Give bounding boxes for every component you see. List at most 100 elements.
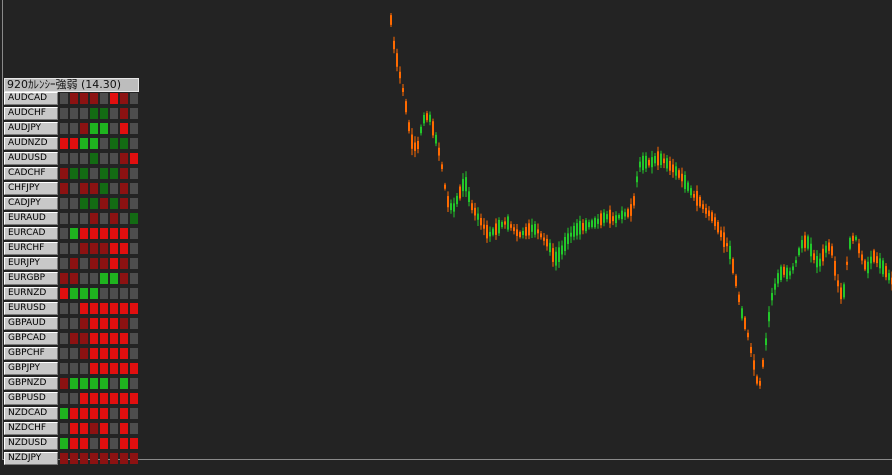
candle-body: [870, 256, 872, 264]
strength-cell: [90, 318, 98, 329]
strength-cell: [130, 123, 138, 134]
strength-cell: [90, 243, 98, 254]
pair-label[interactable]: GBPNZD: [4, 377, 58, 390]
strength-cell: [120, 228, 128, 239]
strength-cell: [80, 318, 88, 329]
pair-label[interactable]: AUDCAD: [4, 92, 58, 105]
pair-label[interactable]: GBPAUD: [4, 317, 58, 330]
candle-body: [549, 242, 551, 253]
strength-cell: [120, 438, 128, 449]
pair-label[interactable]: CADCHF: [4, 167, 58, 180]
strength-cell: [60, 198, 68, 209]
strength-cell: [100, 168, 108, 179]
candle-body: [873, 250, 875, 262]
candle-body: [795, 260, 797, 264]
candle-body: [474, 207, 476, 216]
pair-label[interactable]: AUDUSD: [4, 152, 58, 165]
candle-body: [618, 215, 620, 219]
pair-label[interactable]: GBPJPY: [4, 362, 58, 375]
pair-label[interactable]: EURAUD: [4, 212, 58, 225]
candle-body: [558, 247, 560, 262]
candle-body: [804, 235, 806, 248]
strength-cell: [120, 348, 128, 359]
candle-body: [693, 194, 695, 198]
candle-body: [864, 260, 866, 270]
candle-body: [783, 266, 785, 275]
candle-body: [450, 203, 452, 211]
candle-body: [498, 219, 500, 234]
strength-cell: [70, 408, 78, 419]
candle-body: [516, 229, 518, 236]
strength-cell: [110, 393, 118, 404]
pair-label[interactable]: NZDCAD: [4, 407, 58, 420]
currency-strength-panel[interactable]: 920ｶﾚﾝｼｰ強弱 (14.30) AUDCAD AUDCHF AUDJPY AUD…: [4, 78, 139, 465]
strength-cell: [80, 138, 88, 149]
candle-body: [480, 218, 482, 226]
strength-cell: [80, 123, 88, 134]
pair-label[interactable]: EURUSD: [4, 302, 58, 315]
pair-label[interactable]: NZDUSD: [4, 437, 58, 450]
candle-body: [420, 126, 422, 134]
candle-body: [609, 209, 611, 224]
strength-cell: [80, 93, 88, 104]
strength-cell: [130, 168, 138, 179]
pair-label[interactable]: NZDCHF: [4, 422, 58, 435]
candle-body: [615, 215, 617, 224]
candle-body: [432, 121, 434, 136]
candle-body: [561, 245, 563, 255]
pair-label[interactable]: EURCAD: [4, 227, 58, 240]
pair-label[interactable]: EURNZD: [4, 287, 58, 300]
candle-body: [882, 260, 884, 275]
strength-cell: [100, 273, 108, 284]
pair-label[interactable]: GBPCHF: [4, 347, 58, 360]
candle-body: [483, 224, 485, 229]
strength-cell: [100, 318, 108, 329]
strength-cell: [120, 198, 128, 209]
strength-cell: [120, 123, 128, 134]
pair-label[interactable]: AUDNZD: [4, 137, 58, 150]
pair-label[interactable]: CHFJPY: [4, 182, 58, 195]
strength-cell: [130, 198, 138, 209]
candle-body: [504, 221, 506, 225]
strength-cell: [100, 153, 108, 164]
strength-cell: [110, 93, 118, 104]
pair-label[interactable]: NZDJPY: [4, 452, 58, 465]
candle-body: [696, 190, 698, 206]
candle-body: [606, 214, 608, 220]
candle-body: [492, 228, 494, 235]
strength-cell: [130, 378, 138, 389]
strength-cell: [100, 423, 108, 434]
strength-cell: [80, 288, 88, 299]
strength-cell: [80, 198, 88, 209]
strength-cell: [90, 303, 98, 314]
candle-body: [414, 142, 416, 151]
strength-cell: [90, 228, 98, 239]
strength-cell: [70, 333, 78, 344]
strength-cell: [60, 138, 68, 149]
candle-body: [576, 223, 578, 236]
pair-label[interactable]: GBPUSD: [4, 392, 58, 405]
candle-body: [552, 248, 554, 262]
pair-label[interactable]: AUDJPY: [4, 122, 58, 135]
strength-cell: [90, 408, 98, 419]
strength-cell: [110, 348, 118, 359]
strength-cell: [100, 438, 108, 449]
pair-label[interactable]: GBPCAD: [4, 332, 58, 345]
candle-body: [759, 380, 761, 386]
strength-cell: [60, 108, 68, 119]
strength-cell: [90, 363, 98, 374]
pair-label[interactable]: EURJPY: [4, 257, 58, 270]
chart-left-border: [2, 0, 3, 460]
strength-cell: [100, 408, 108, 419]
candle-body: [648, 159, 650, 166]
candle-body: [810, 243, 812, 257]
pair-label[interactable]: CADJPY: [4, 197, 58, 210]
candle-body: [525, 226, 527, 236]
candle-body: [411, 134, 413, 149]
pair-label[interactable]: AUDCHF: [4, 107, 58, 120]
strength-cell: [60, 453, 68, 464]
pair-label[interactable]: EURGBP: [4, 272, 58, 285]
pair-label[interactable]: EURCHF: [4, 242, 58, 255]
